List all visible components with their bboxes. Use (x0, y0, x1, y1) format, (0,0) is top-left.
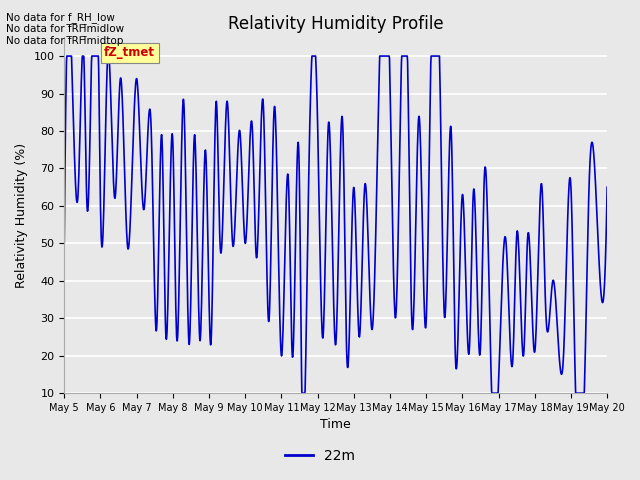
Text: No data for f̅RH̅midtop: No data for f̅RH̅midtop (6, 36, 124, 46)
Text: fZ_tmet: fZ_tmet (104, 46, 155, 59)
Text: No data for f̅RH̅midlow: No data for f̅RH̅midlow (6, 24, 125, 34)
X-axis label: Time: Time (321, 419, 351, 432)
Title: Relativity Humidity Profile: Relativity Humidity Profile (228, 15, 444, 33)
Y-axis label: Relativity Humidity (%): Relativity Humidity (%) (15, 143, 28, 288)
Legend: 22m: 22m (280, 443, 360, 468)
Text: No data for f_RH_low: No data for f_RH_low (6, 12, 115, 23)
